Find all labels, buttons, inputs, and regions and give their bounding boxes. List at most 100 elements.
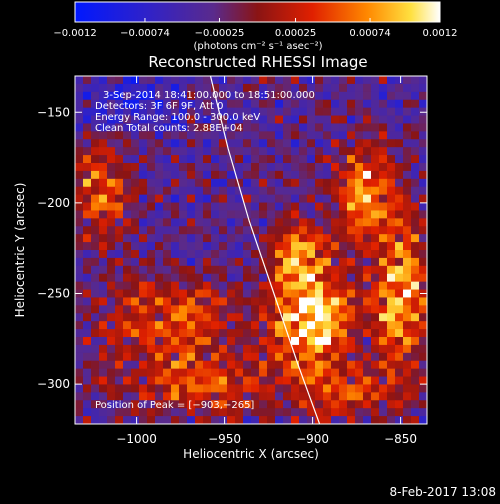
heatmap-cell (83, 115, 92, 125)
heatmap-cell (291, 91, 300, 101)
heatmap-cell (267, 170, 276, 180)
heatmap-cell (155, 313, 164, 322)
heatmap-cell (107, 99, 116, 109)
heatmap-cell (179, 123, 188, 132)
heatmap-cell (411, 265, 420, 275)
heatmap-cell (243, 392, 252, 401)
heatmap-cell (323, 384, 332, 393)
heatmap-cell (163, 250, 172, 259)
heatmap-cell (115, 226, 124, 235)
heatmap-cell (347, 329, 356, 338)
heatmap-cell (139, 210, 148, 219)
heatmap-cell (419, 155, 427, 164)
heatmap-cell (107, 155, 116, 164)
heatmap-cell (331, 202, 340, 212)
heatmap-cell (307, 368, 316, 378)
heatmap-cell (403, 250, 412, 259)
heatmap-cell (147, 289, 156, 299)
heatmap-cell (371, 99, 380, 109)
heatmap-cell (131, 408, 140, 417)
heatmap-cell (259, 218, 268, 227)
heatmap-cell (339, 281, 348, 291)
heatmap-cell (163, 265, 172, 275)
heatmap-cell (187, 186, 196, 196)
heatmap-cell (339, 368, 348, 378)
heatmap-cell (187, 305, 196, 314)
heatmap-cell (363, 360, 372, 370)
heatmap-cell (299, 91, 308, 101)
heatmap-cell (99, 115, 108, 125)
heatmap-cell (171, 218, 180, 227)
heatmap-cell (371, 131, 380, 140)
heatmap-cell (387, 226, 396, 235)
heatmap-cell (251, 360, 260, 370)
heatmap-cell (323, 170, 332, 180)
heatmap-cell (411, 76, 420, 85)
heatmap-cell (123, 305, 132, 314)
heatmap-cell (379, 242, 388, 251)
heatmap-cell (363, 99, 372, 109)
heatmap-cell (267, 194, 276, 204)
heatmap-cell (275, 226, 284, 235)
heatmap-cell (251, 83, 260, 93)
annotation-peak: Position of Peak = [−903,−265] (95, 400, 254, 411)
heatmap-cell (379, 337, 388, 346)
heatmap-cell (395, 163, 404, 172)
heatmap-cell (83, 91, 92, 101)
heatmap-cell (211, 289, 220, 299)
heatmap-cell (243, 218, 252, 227)
heatmap-cell (307, 83, 316, 93)
heatmap-cell (107, 368, 116, 378)
heatmap-cell (163, 344, 172, 354)
heatmap-cell (387, 360, 396, 370)
heatmap-cell (187, 281, 196, 291)
heatmap-cell (83, 250, 92, 259)
heatmap-cell (307, 289, 316, 299)
heatmap-cell (99, 123, 108, 132)
heatmap-cell (123, 218, 132, 227)
heatmap-cell (347, 337, 356, 346)
heatmap-cell (315, 131, 324, 140)
heatmap-cell (283, 99, 292, 109)
heatmap-cell (155, 147, 164, 156)
heatmap-cell (299, 242, 308, 251)
heatmap-cell (179, 360, 188, 370)
heatmap-cell (115, 281, 124, 291)
heatmap-cell (403, 368, 412, 378)
heatmap-cell (307, 99, 316, 109)
heatmap-cell (75, 202, 84, 212)
heatmap-cell (379, 226, 388, 235)
heatmap-cell (419, 139, 427, 148)
heatmap-cell (195, 321, 204, 330)
heatmap-cell (323, 337, 332, 346)
heatmap-cell (339, 186, 348, 196)
heatmap-cell (339, 139, 348, 148)
heatmap-cell (371, 91, 380, 101)
heatmap-cell (251, 76, 260, 85)
heatmap-cell (123, 131, 132, 140)
heatmap-cell (187, 218, 196, 227)
heatmap-cell (99, 281, 108, 291)
heatmap-cell (299, 265, 308, 275)
heatmap-cell (331, 163, 340, 172)
heatmap-cell (355, 392, 364, 401)
heatmap-cell (299, 281, 308, 291)
heatmap-cell (251, 337, 260, 346)
heatmap-cell (99, 194, 108, 204)
heatmap-cell (371, 76, 380, 85)
heatmap-cell (107, 408, 116, 417)
heatmap-cell (315, 123, 324, 132)
heatmap-cell (387, 408, 396, 417)
heatmap-cell (259, 234, 268, 243)
heatmap-cell (171, 313, 180, 322)
heatmap-cell (211, 392, 220, 401)
heatmap-cell (123, 210, 132, 219)
heatmap-cell (91, 360, 100, 370)
heatmap-cell (171, 147, 180, 156)
heatmap-cell (147, 170, 156, 180)
heatmap-cell (107, 344, 116, 354)
heatmap-cell (147, 115, 156, 125)
heatmap-cell (219, 234, 228, 243)
heatmap-cell (403, 360, 412, 370)
heatmap-cell (131, 83, 140, 93)
